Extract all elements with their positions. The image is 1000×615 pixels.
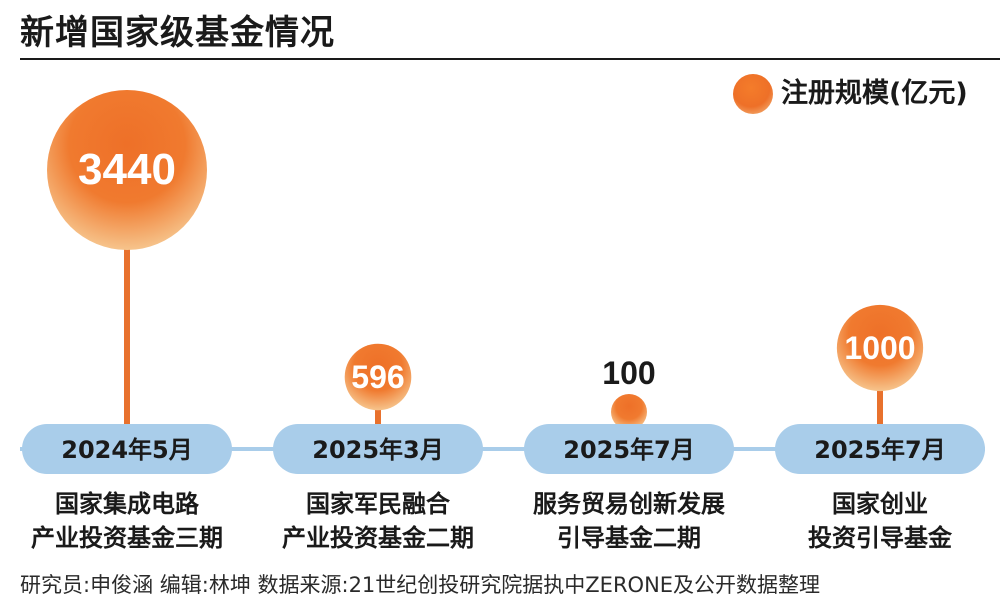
- title-divider: [20, 58, 1000, 60]
- fund-name-label: 引导基金二期: [557, 524, 701, 552]
- value-label: 100: [602, 355, 655, 391]
- legend-label: 注册规模(亿元): [781, 78, 968, 109]
- date-label: 2025年7月: [814, 436, 946, 464]
- value-label: 596: [351, 359, 404, 395]
- source-footer: 研究员:申俊涵 编辑:林坤 数据来源:21世纪创投研究院据执中ZERONE及公开…: [20, 573, 821, 597]
- fund-name-label: 国家军民融合: [306, 490, 451, 518]
- fund-name-label: 产业投资基金二期: [282, 524, 474, 552]
- fund-name-label: 国家创业: [832, 490, 928, 518]
- fund-name-label: 国家集成电路: [55, 490, 200, 518]
- fund-name-label: 投资引导基金: [808, 524, 953, 552]
- value-bubble: [344, 343, 412, 411]
- value-bubble: [836, 304, 924, 392]
- date-label: 2025年7月: [563, 436, 695, 464]
- date-pill: [775, 424, 985, 474]
- value-bubble: [611, 394, 647, 430]
- chart-title: 新增国家级基金情况: [20, 13, 335, 53]
- date-label: 2025年3月: [312, 436, 444, 464]
- fund-name-label: 服务贸易创新发展: [533, 490, 725, 518]
- value-label: 3440: [78, 145, 176, 194]
- legend-swatch: [733, 74, 773, 114]
- date-label: 2024年5月: [61, 436, 193, 464]
- date-pill: [273, 424, 483, 474]
- value-bubble: [47, 90, 207, 250]
- fund-name-label: 产业投资基金三期: [31, 524, 223, 552]
- date-pill: [524, 424, 734, 474]
- date-pill: [22, 424, 232, 474]
- legend: 注册规模(亿元): [733, 74, 968, 114]
- value-label: 1000: [844, 330, 915, 366]
